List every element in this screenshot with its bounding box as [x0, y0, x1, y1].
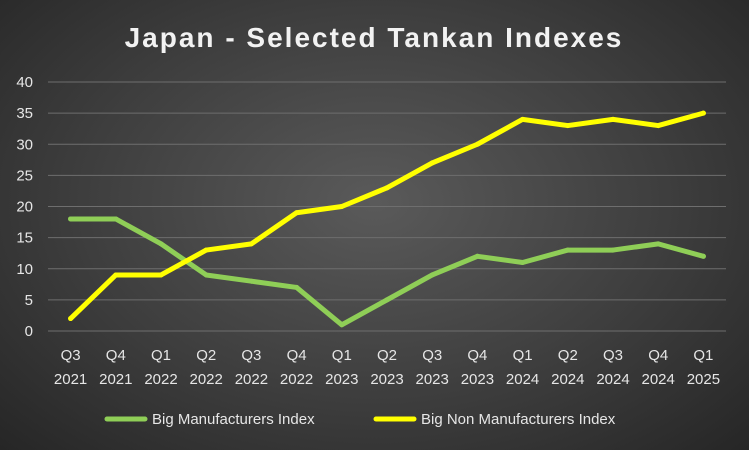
x-tick-quarter: Q1	[151, 347, 171, 364]
x-tick-quarter: Q4	[648, 347, 668, 364]
data-point	[68, 216, 74, 222]
data-point	[610, 247, 616, 253]
x-tick-year: 2024	[506, 371, 539, 388]
x-tick-year: 2022	[144, 371, 177, 388]
y-tick-label: 15	[16, 230, 33, 247]
data-point	[610, 116, 616, 122]
gridlines	[48, 81, 726, 332]
x-tick-year: 2025	[687, 371, 720, 388]
data-point	[474, 141, 480, 147]
chart-title: Japan - Selected Tankan Indexes	[125, 22, 624, 53]
x-tick-quarter: Q2	[196, 347, 216, 364]
data-point	[113, 272, 119, 278]
y-tick-label: 25	[16, 167, 33, 184]
x-tick-quarter: Q3	[603, 347, 623, 364]
y-tick-label: 35	[16, 105, 33, 122]
data-point	[384, 297, 390, 303]
x-tick-year: 2023	[325, 371, 358, 388]
y-tick-label: 5	[25, 292, 33, 309]
x-tick-quarter: Q2	[558, 347, 578, 364]
y-tick-label: 30	[16, 136, 33, 153]
y-axis: 0 5 10 15 20 25 30 35 40	[16, 74, 33, 340]
data-point	[429, 160, 435, 166]
data-point	[565, 247, 571, 253]
data-point	[474, 253, 480, 259]
x-tick-year: 2021	[99, 371, 132, 388]
data-point	[113, 216, 119, 222]
series-lines	[68, 110, 706, 328]
data-point	[339, 204, 345, 209]
x-tick-year: 2022	[235, 371, 268, 388]
data-point	[565, 123, 571, 129]
x-tick-quarter: Q1	[513, 347, 533, 364]
y-tick-label: 40	[16, 74, 33, 91]
x-tick-year: 2024	[642, 371, 675, 388]
x-tick-year: 2023	[416, 371, 449, 388]
y-tick-label: 20	[16, 199, 33, 216]
legend: Big Manufacturers Index Big Non Manufactu…	[104, 411, 616, 428]
data-point	[700, 110, 706, 116]
data-point	[294, 284, 300, 290]
data-point	[68, 316, 74, 322]
data-point	[248, 241, 254, 247]
x-tick-quarter: Q1	[332, 347, 352, 364]
x-tick-quarter: Q1	[693, 347, 713, 364]
data-point	[700, 253, 706, 259]
data-point	[294, 210, 300, 216]
data-point	[429, 272, 435, 278]
data-point	[655, 241, 661, 247]
data-point	[203, 247, 209, 253]
x-tick-year: 2021	[54, 371, 87, 388]
x-tick-year: 2023	[461, 371, 494, 388]
x-tick-quarter: Q2	[377, 347, 397, 364]
data-point	[339, 322, 345, 328]
x-tick-quarter: Q4	[106, 347, 126, 364]
x-tick-quarter: Q3	[241, 347, 261, 364]
x-tick-year: 2024	[551, 371, 584, 388]
y-tick-label: 10	[16, 261, 33, 278]
x-tick-quarter: Q3	[422, 347, 442, 364]
x-tick-quarter: Q4	[287, 347, 307, 364]
data-point	[248, 278, 254, 284]
legend-label: Big Non Manufacturers Index	[421, 411, 616, 428]
x-tick-year: 2023	[370, 371, 403, 388]
data-point	[520, 116, 526, 122]
x-tick-year: 2022	[280, 371, 313, 388]
data-point	[158, 241, 164, 247]
x-tick-year: 2022	[190, 371, 223, 388]
data-point	[384, 185, 390, 191]
x-tick-year: 2024	[596, 371, 629, 388]
data-point	[203, 272, 209, 278]
data-point	[655, 123, 661, 129]
y-tick-label: 0	[25, 323, 33, 340]
x-tick-quarter: Q3	[61, 347, 81, 364]
x-axis: Q3 2021 Q4 2021 Q1 2022 Q2 2022 Q3 2022 Q4 2022 Q1 20…	[54, 347, 720, 388]
legend-label: Big Manufacturers Index	[152, 411, 315, 428]
x-tick-quarter: Q4	[467, 347, 487, 364]
data-point	[158, 272, 164, 278]
data-point	[520, 260, 526, 266]
